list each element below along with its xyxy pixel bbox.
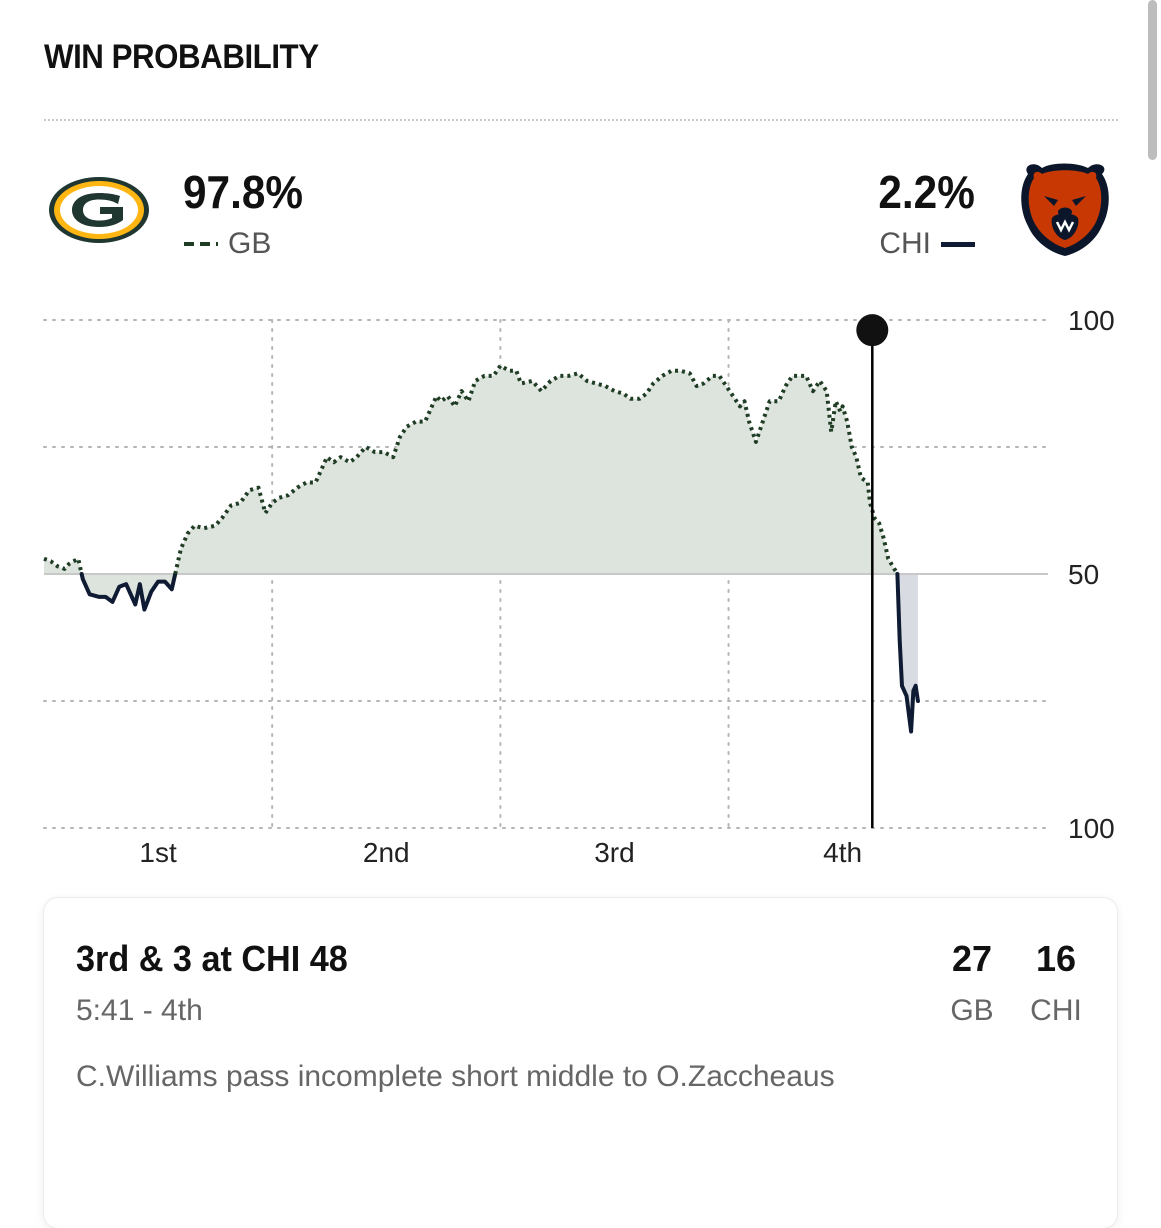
- chi-legend-swatch: [941, 241, 975, 247]
- y-tick-label: 100: [1068, 813, 1115, 844]
- y-tick-label: 100: [1068, 305, 1115, 336]
- y-axis-ticks: 100 50 100: [1068, 305, 1115, 844]
- y-tick-label: 50: [1068, 559, 1099, 590]
- scrollbar-thumb[interactable]: [1148, 0, 1157, 160]
- win-probability-chart[interactable]: 100 50 100 1st 2nd 3rd 4th: [0, 290, 1161, 880]
- gb-area-fill: [44, 365, 898, 610]
- gb-score: 27: [951, 938, 993, 979]
- play-description: C.Williams pass incomplete short middle …: [76, 1060, 835, 1093]
- chi-legend: CHI: [879, 227, 975, 261]
- gb-score-column: 27 GB: [932, 938, 1012, 1028]
- play-detail-card[interactable]: 3rd & 3 at CHI 48 5:41 - 4th C.Williams …: [44, 898, 1117, 1228]
- game-clock: 5:41 - 4th: [76, 994, 203, 1027]
- gb-probability-line: [43, 556, 84, 575]
- packers-g-logo-icon: [49, 177, 149, 243]
- title-divider: [44, 119, 1118, 121]
- current-play-marker-group[interactable]: [856, 314, 889, 828]
- x-tick-label: 1st: [139, 837, 177, 868]
- x-tick-label: 4th: [823, 837, 862, 868]
- gb-score-label: GB: [950, 994, 994, 1027]
- section-title: WIN PROBABILITY: [44, 38, 319, 76]
- current-play-dot: [856, 314, 889, 347]
- gb-legend-swatch: [184, 242, 218, 246]
- x-tick-label: 2nd: [363, 837, 410, 868]
- chi-score-label: CHI: [1030, 994, 1082, 1027]
- x-axis-ticks: 1st 2nd 3rd 4th: [139, 837, 862, 868]
- gb-win-percentage: 97.8%: [183, 166, 304, 218]
- chi-probability-line: [895, 572, 920, 734]
- chi-probability-line-early: [79, 572, 178, 612]
- bears-head-logo-icon: [1021, 163, 1109, 256]
- chart-area-fill: [44, 365, 918, 732]
- x-tick-label: 3rd: [594, 837, 634, 868]
- gb-legend-label: GB: [228, 227, 272, 260]
- gb-legend: GB: [184, 227, 271, 261]
- chart-lines: [43, 363, 920, 734]
- chi-win-percentage: 2.2%: [878, 166, 975, 218]
- chi-score-column: 16 CHI: [1016, 938, 1096, 1028]
- down-and-distance: 3rd & 3 at CHI 48: [76, 938, 348, 979]
- chi-score: 16: [1035, 938, 1077, 979]
- chi-legend-label: CHI: [879, 227, 931, 260]
